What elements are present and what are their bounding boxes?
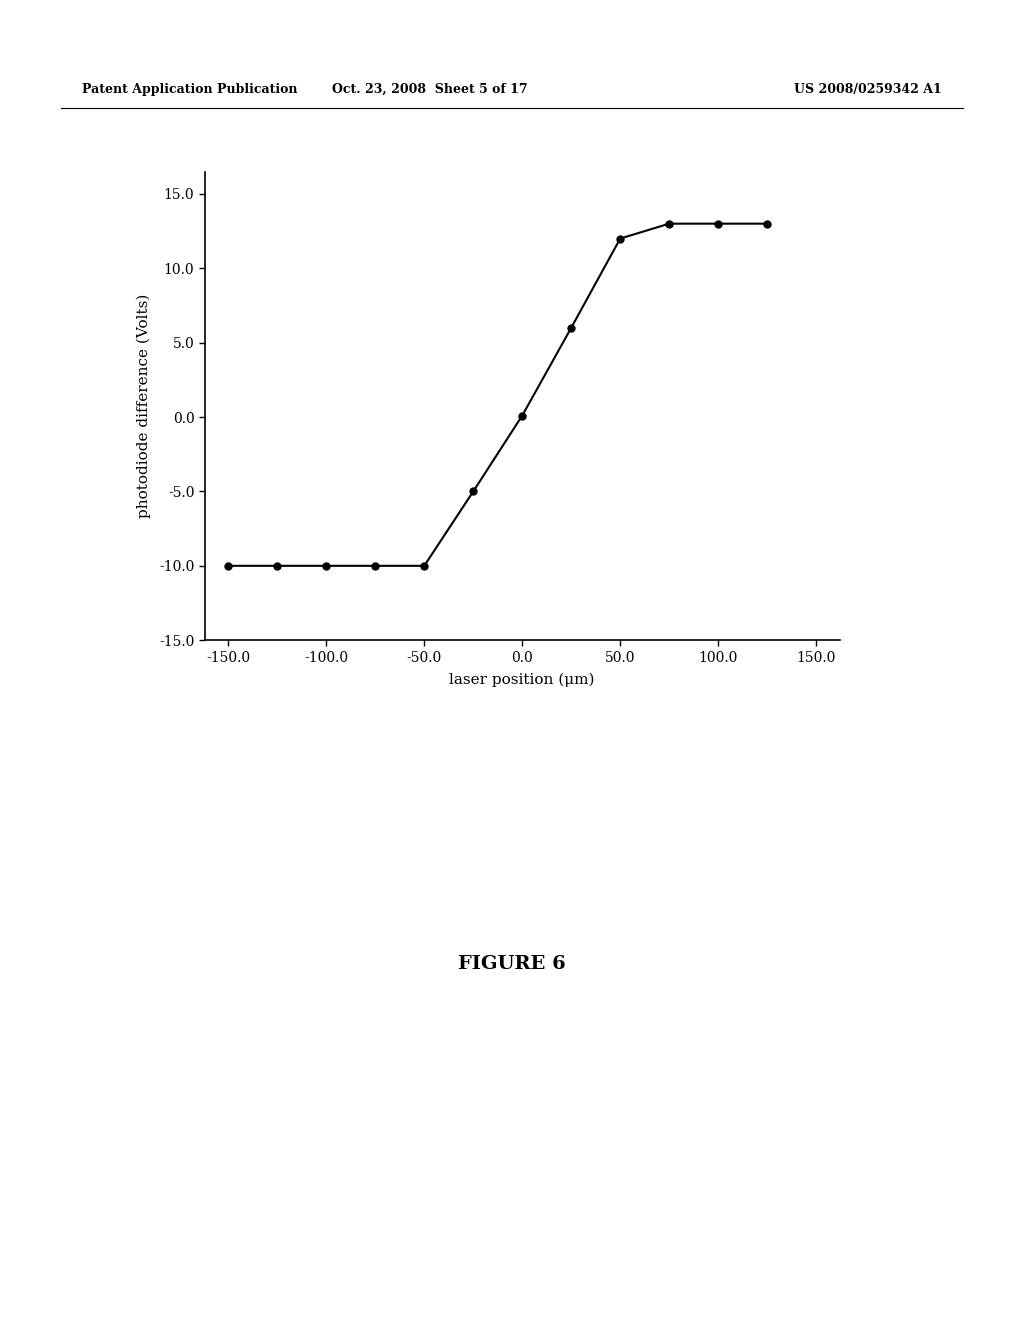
Text: Patent Application Publication: Patent Application Publication bbox=[82, 83, 297, 96]
Text: FIGURE 6: FIGURE 6 bbox=[458, 954, 566, 973]
Y-axis label: photodiode difference (Volts): photodiode difference (Volts) bbox=[136, 294, 151, 517]
Text: US 2008/0259342 A1: US 2008/0259342 A1 bbox=[795, 83, 942, 96]
X-axis label: laser position (μm): laser position (μm) bbox=[450, 673, 595, 688]
Text: Oct. 23, 2008  Sheet 5 of 17: Oct. 23, 2008 Sheet 5 of 17 bbox=[332, 83, 528, 96]
